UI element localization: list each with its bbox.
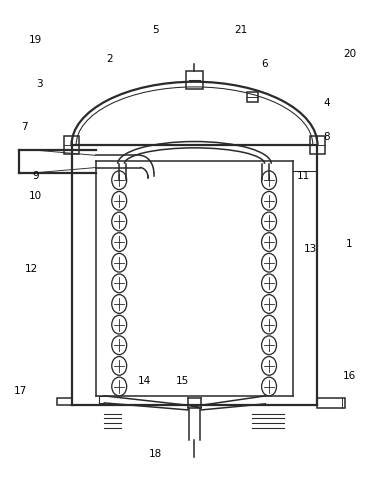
Text: 5: 5 <box>152 25 159 35</box>
Text: 15: 15 <box>176 375 189 385</box>
Text: 17: 17 <box>14 385 27 395</box>
Bar <box>247 93 258 103</box>
Text: 13: 13 <box>304 244 317 254</box>
Bar <box>186 72 203 90</box>
Bar <box>310 136 324 155</box>
Bar <box>317 398 345 408</box>
Text: 19: 19 <box>29 35 42 44</box>
Bar <box>65 136 79 155</box>
Text: 9: 9 <box>32 171 39 181</box>
Bar <box>57 398 72 406</box>
Text: 18: 18 <box>149 448 162 458</box>
Text: 21: 21 <box>235 25 248 35</box>
Text: 14: 14 <box>137 375 151 385</box>
Text: 20: 20 <box>343 49 356 59</box>
Text: 4: 4 <box>323 98 329 108</box>
Text: 7: 7 <box>21 122 27 132</box>
Text: 1: 1 <box>346 239 353 249</box>
Text: 11: 11 <box>296 171 310 181</box>
Text: 10: 10 <box>29 190 42 201</box>
Text: 2: 2 <box>106 54 112 64</box>
Text: 8: 8 <box>323 132 329 142</box>
Text: 16: 16 <box>343 370 356 380</box>
Text: 6: 6 <box>261 59 268 69</box>
Text: 12: 12 <box>25 264 39 273</box>
Text: 3: 3 <box>36 79 43 88</box>
